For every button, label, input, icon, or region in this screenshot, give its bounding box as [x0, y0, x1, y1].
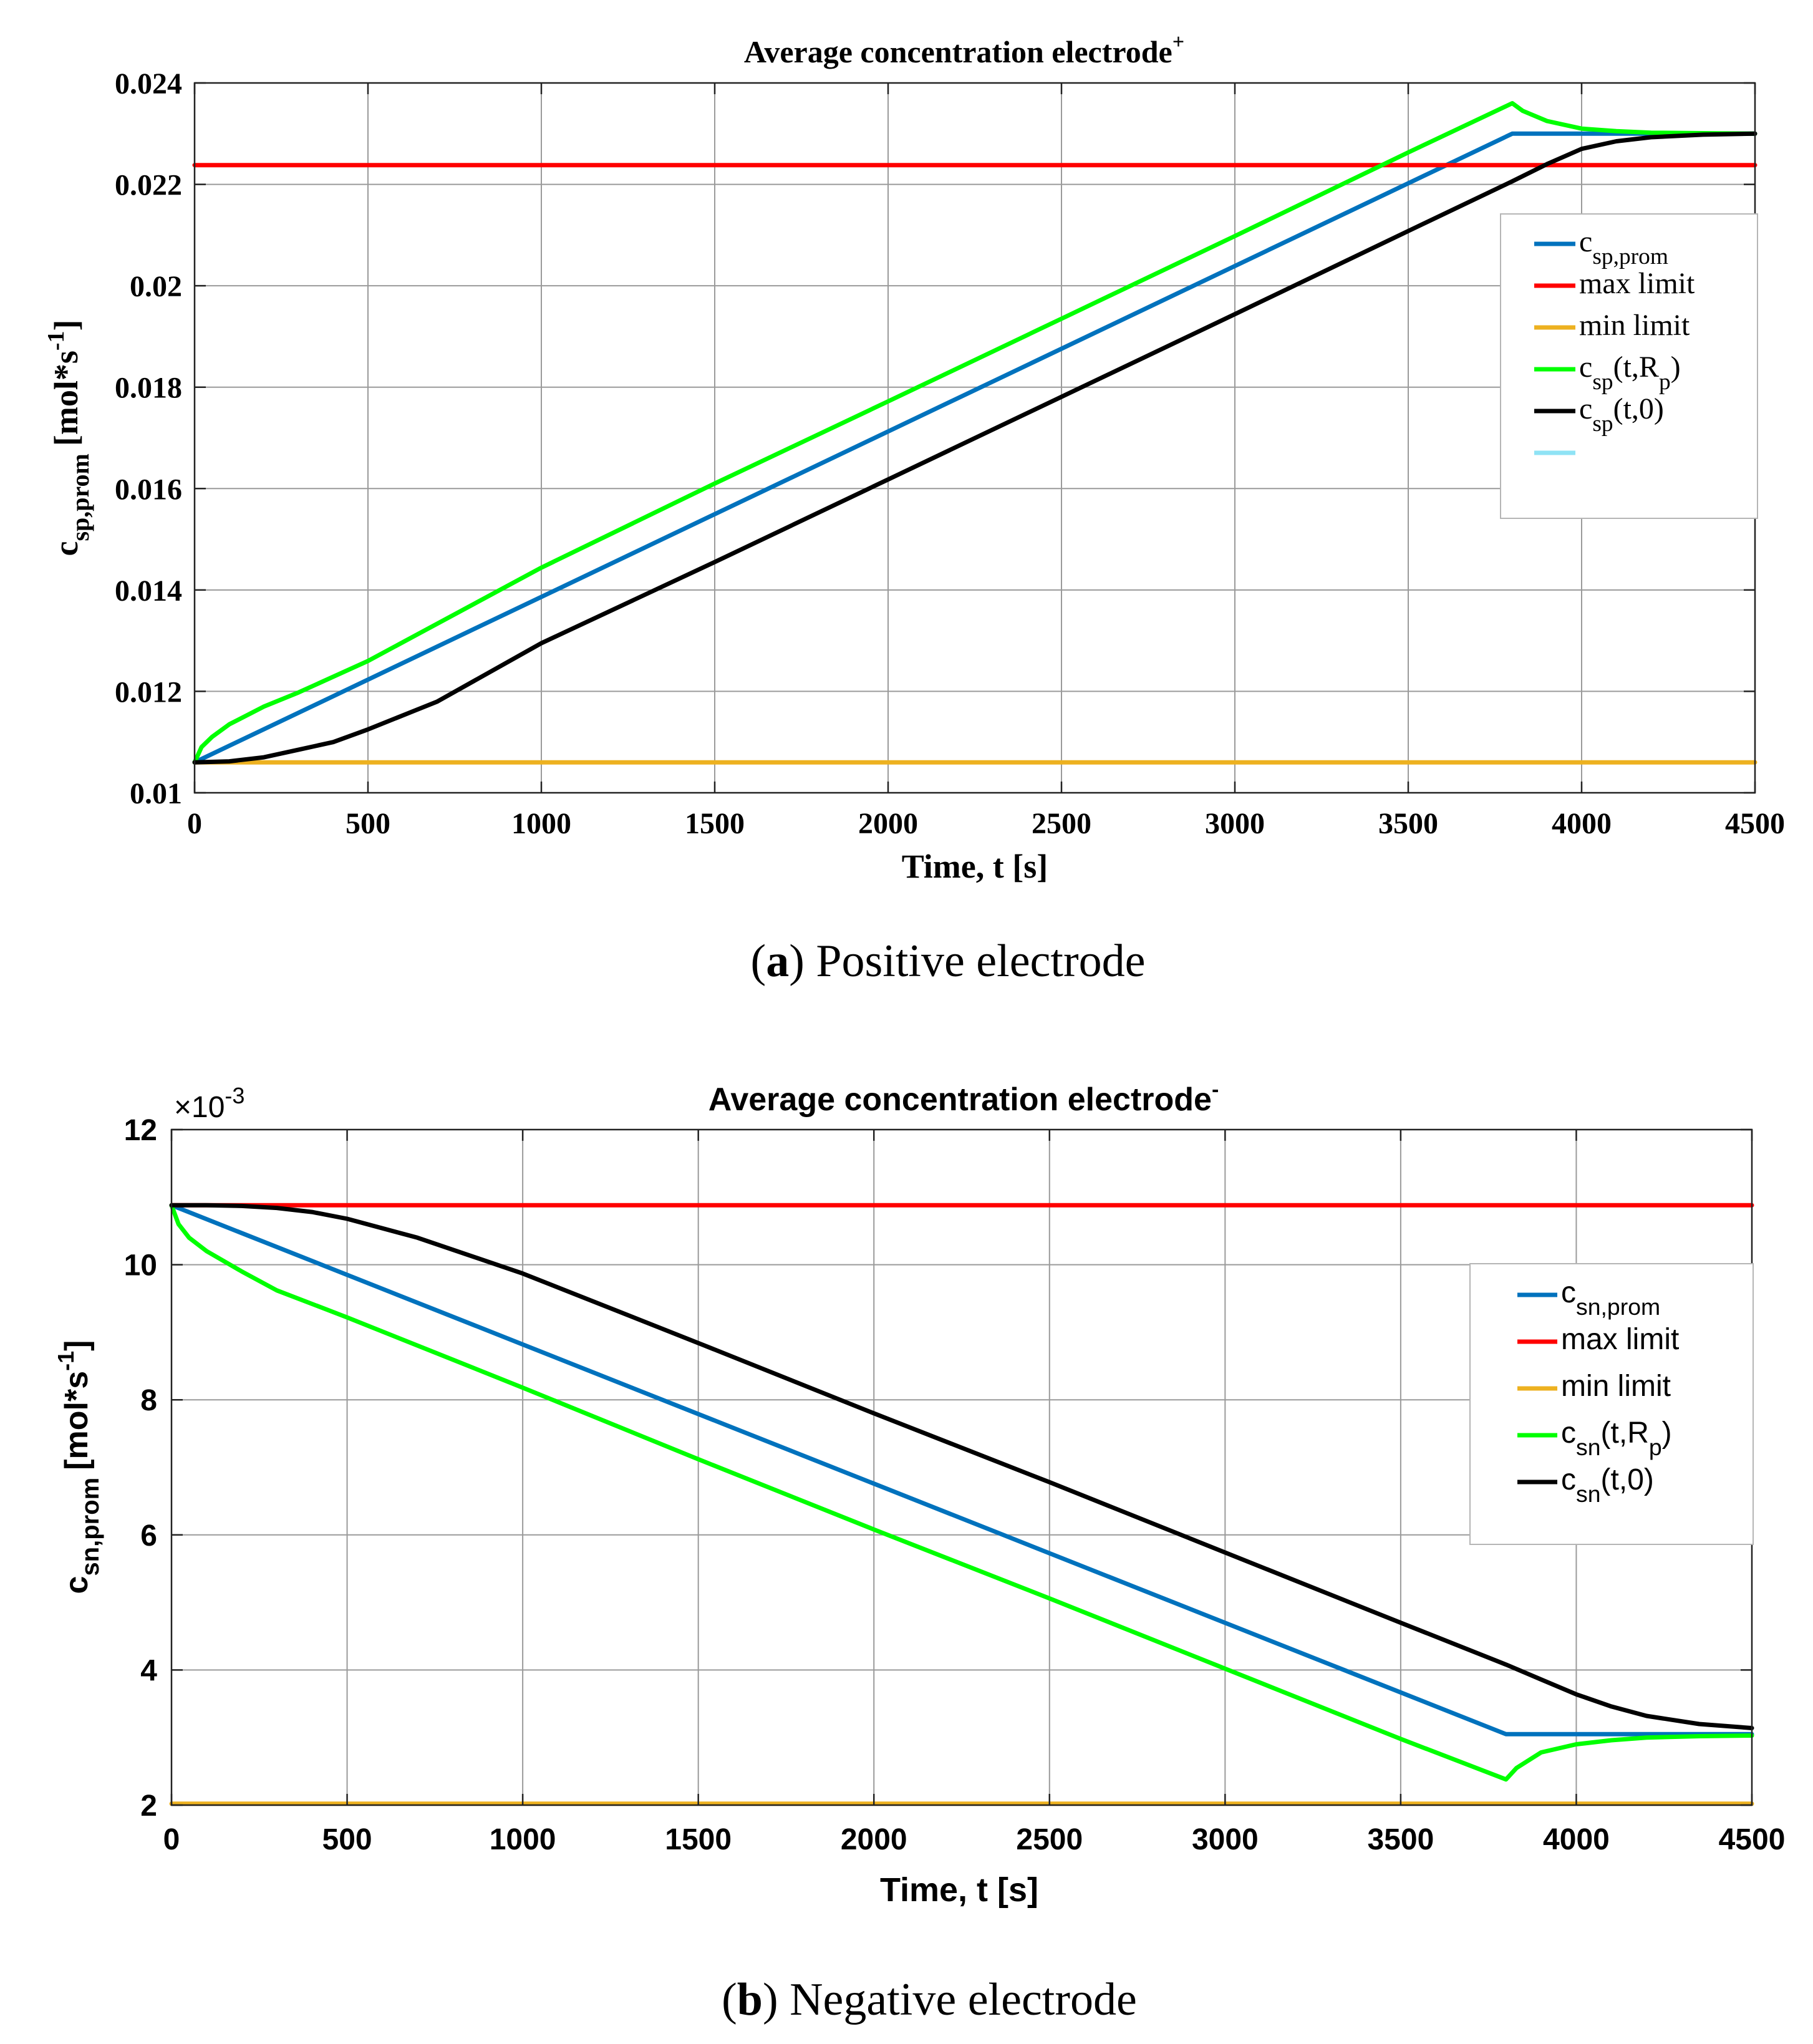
x-axis-label: Time, t [s] — [902, 848, 1048, 885]
data-lines — [192, 101, 1757, 765]
legend-entry: min limit — [1561, 1370, 1671, 1403]
legend-box — [1500, 213, 1758, 519]
y-tick-label: 12 — [124, 1114, 157, 1147]
y-tick-labels: 0.01 0.012 0.014 0.016 0.018 0.02 0.022 0.024 — [115, 67, 182, 810]
y-tick-label: 0.012 — [115, 676, 182, 709]
x-tick-label: 3500 — [1378, 807, 1438, 840]
y-tick-label: 8 — [140, 1384, 157, 1417]
x-tick-label: 1500 — [665, 1823, 732, 1856]
data-lines — [169, 1203, 1754, 1806]
x-tick-label: 500 — [346, 807, 390, 840]
x-tick-label: 2000 — [858, 807, 918, 840]
legend-entry: max limit — [1579, 267, 1695, 300]
legend-box — [1469, 1263, 1754, 1545]
x-tick-label: 3500 — [1367, 1823, 1434, 1856]
x-tick-label: 1000 — [511, 807, 571, 840]
y-tick-label: 0.016 — [115, 473, 182, 506]
x-tick-label: 4000 — [1543, 1823, 1610, 1856]
x-tick-label: 2500 — [1032, 807, 1091, 840]
x-tick-label: 3000 — [1192, 1823, 1259, 1856]
caption-b: (b) Negative electrode — [722, 1974, 1137, 2025]
y-tick-label: 10 — [124, 1249, 157, 1282]
y-tick-label: 0.022 — [115, 169, 182, 202]
x-tick-labels: 0 500 1000 1500 2000 2500 3000 3500 4000 4500 — [187, 807, 1785, 840]
x-tick-label: 1000 — [490, 1823, 556, 1856]
x-tick-label: 4500 — [1725, 807, 1785, 840]
y-tick-label: 2 — [140, 1790, 157, 1823]
x-tick-label: 0 — [163, 1823, 180, 1856]
chart-title: Average concentration electrode+ — [744, 31, 1184, 69]
x-tick-label: 2000 — [841, 1823, 907, 1856]
y-axis-label: csn,prom[mol*s-1] — [53, 1340, 104, 1594]
y-axis-label: csp,prom[mol*s-1] — [43, 319, 94, 556]
legend-entry: csp(t,Rp) — [1579, 351, 1681, 395]
y-tick-label: 6 — [140, 1519, 157, 1552]
axis-exponent: ×10-3 — [174, 1083, 244, 1124]
legend-entry: min limit — [1579, 309, 1690, 342]
series-line-c-sn-t-0- — [169, 1203, 1754, 1730]
x-tick-label: 3000 — [1205, 807, 1265, 840]
x-tick-labels: 0 500 1000 1500 2000 2500 3000 3500 4000 4500 — [163, 1823, 1786, 1856]
chart-title: Average concentration electrode- — [708, 1078, 1219, 1118]
legend-entry: csp,prom — [1579, 225, 1668, 269]
y-tick-label: 0.02 — [130, 270, 182, 303]
chart-positive-electrode: Average concentration electrode+ 0 500 100… — [43, 31, 1785, 885]
legend-entry: csp(t,0) — [1579, 392, 1664, 437]
series-line-c-sn-t-r-p- — [169, 1203, 1754, 1782]
caption-a: (a) Positive electrode — [751, 936, 1146, 987]
x-tick-label: 4000 — [1552, 807, 1612, 840]
series-line-c-sp-t-0- — [192, 131, 1757, 765]
ticks — [170, 1128, 1753, 1806]
chart-negative-electrode: Average concentration electrode- ×10-3 0… — [53, 1078, 1785, 1909]
x-tick-label: 0 — [187, 807, 202, 840]
legend-entry: csn(t,0) — [1561, 1463, 1654, 1507]
x-tick-label: 1500 — [685, 807, 745, 840]
y-tick-label: 4 — [140, 1654, 157, 1687]
y-tick-label: 0.018 — [115, 372, 182, 405]
x-tick-label: 4500 — [1719, 1823, 1786, 1856]
legend-entry: csn,prom — [1561, 1276, 1660, 1320]
x-tick-label: 2500 — [1016, 1823, 1083, 1856]
y-tick-labels: 2 4 6 8 10 12 — [124, 1114, 158, 1823]
x-tick-label: 500 — [322, 1823, 372, 1856]
y-tick-label: 0.01 — [130, 777, 182, 810]
legend-entry: csn(t,Rp) — [1561, 1417, 1672, 1460]
series-line-c-sp-t-r-p- — [192, 101, 1757, 765]
legend-entry: max limit — [1561, 1323, 1679, 1356]
x-axis-label: Time, t [s] — [880, 1871, 1038, 1909]
y-tick-label: 0.014 — [115, 574, 182, 608]
y-tick-label: 0.024 — [115, 67, 182, 100]
series-line-c-sn-prom — [169, 1203, 1754, 1736]
